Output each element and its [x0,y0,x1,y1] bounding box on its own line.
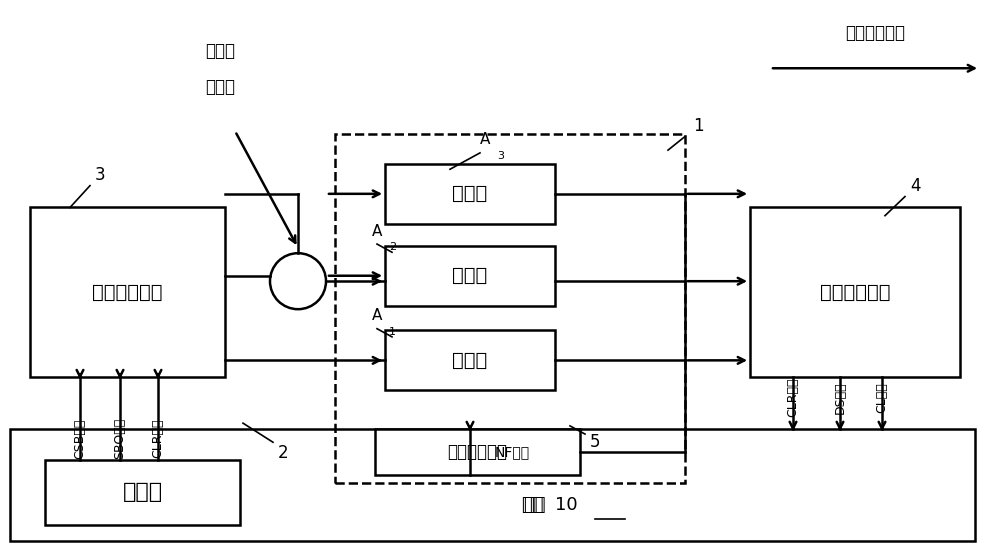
Bar [750,207,960,377]
Text: 4: 4 [910,177,920,194]
Text: 电缆信号走向: 电缆信号走向 [845,24,905,41]
Bar [385,164,555,224]
Text: 上天线: 上天线 [452,185,488,203]
Text: 2: 2 [389,242,396,252]
Text: 3: 3 [497,151,504,161]
Text: 2: 2 [278,444,289,462]
Text: 1: 1 [389,327,396,337]
Text: A: A [480,133,490,147]
Text: CSB信号: CSB信号 [74,419,87,459]
Text: CLR信号: CLR信号 [152,419,164,459]
Text: DS信号: DS信号 [834,381,846,413]
Bar [30,207,225,377]
Text: 下天线: 下天线 [452,351,488,370]
Bar [385,330,555,390]
Text: 发射机: 发射机 [122,483,163,502]
Text: SBO信号: SBO信号 [114,418,126,459]
Text: 入位置: 入位置 [205,78,235,96]
Text: A: A [372,308,382,323]
Text: CLR信号: CLR信号 [786,377,800,417]
Text: A: A [372,224,382,239]
Text: CL信号: CL信号 [876,382,889,413]
Text: NF信号: NF信号 [495,445,530,459]
Text: 中天线: 中天线 [452,266,488,285]
Text: 相位插: 相位插 [205,42,235,60]
Bar [335,134,685,483]
Text: 1: 1 [693,117,704,134]
Bar [45,460,240,525]
Text: 天线分配单元: 天线分配单元 [92,283,163,301]
Bar [10,429,975,541]
Bar [385,246,555,306]
Text: 5: 5 [590,434,600,451]
Text: 近场监控天线: 近场监控天线 [448,443,508,461]
Text: 3: 3 [95,166,106,183]
Bar [375,429,580,475]
Text: 机柜: 机柜 [524,496,556,514]
Text: 机柜  10: 机柜 10 [522,496,578,514]
Text: 监控混合网络: 监控混合网络 [820,283,890,301]
